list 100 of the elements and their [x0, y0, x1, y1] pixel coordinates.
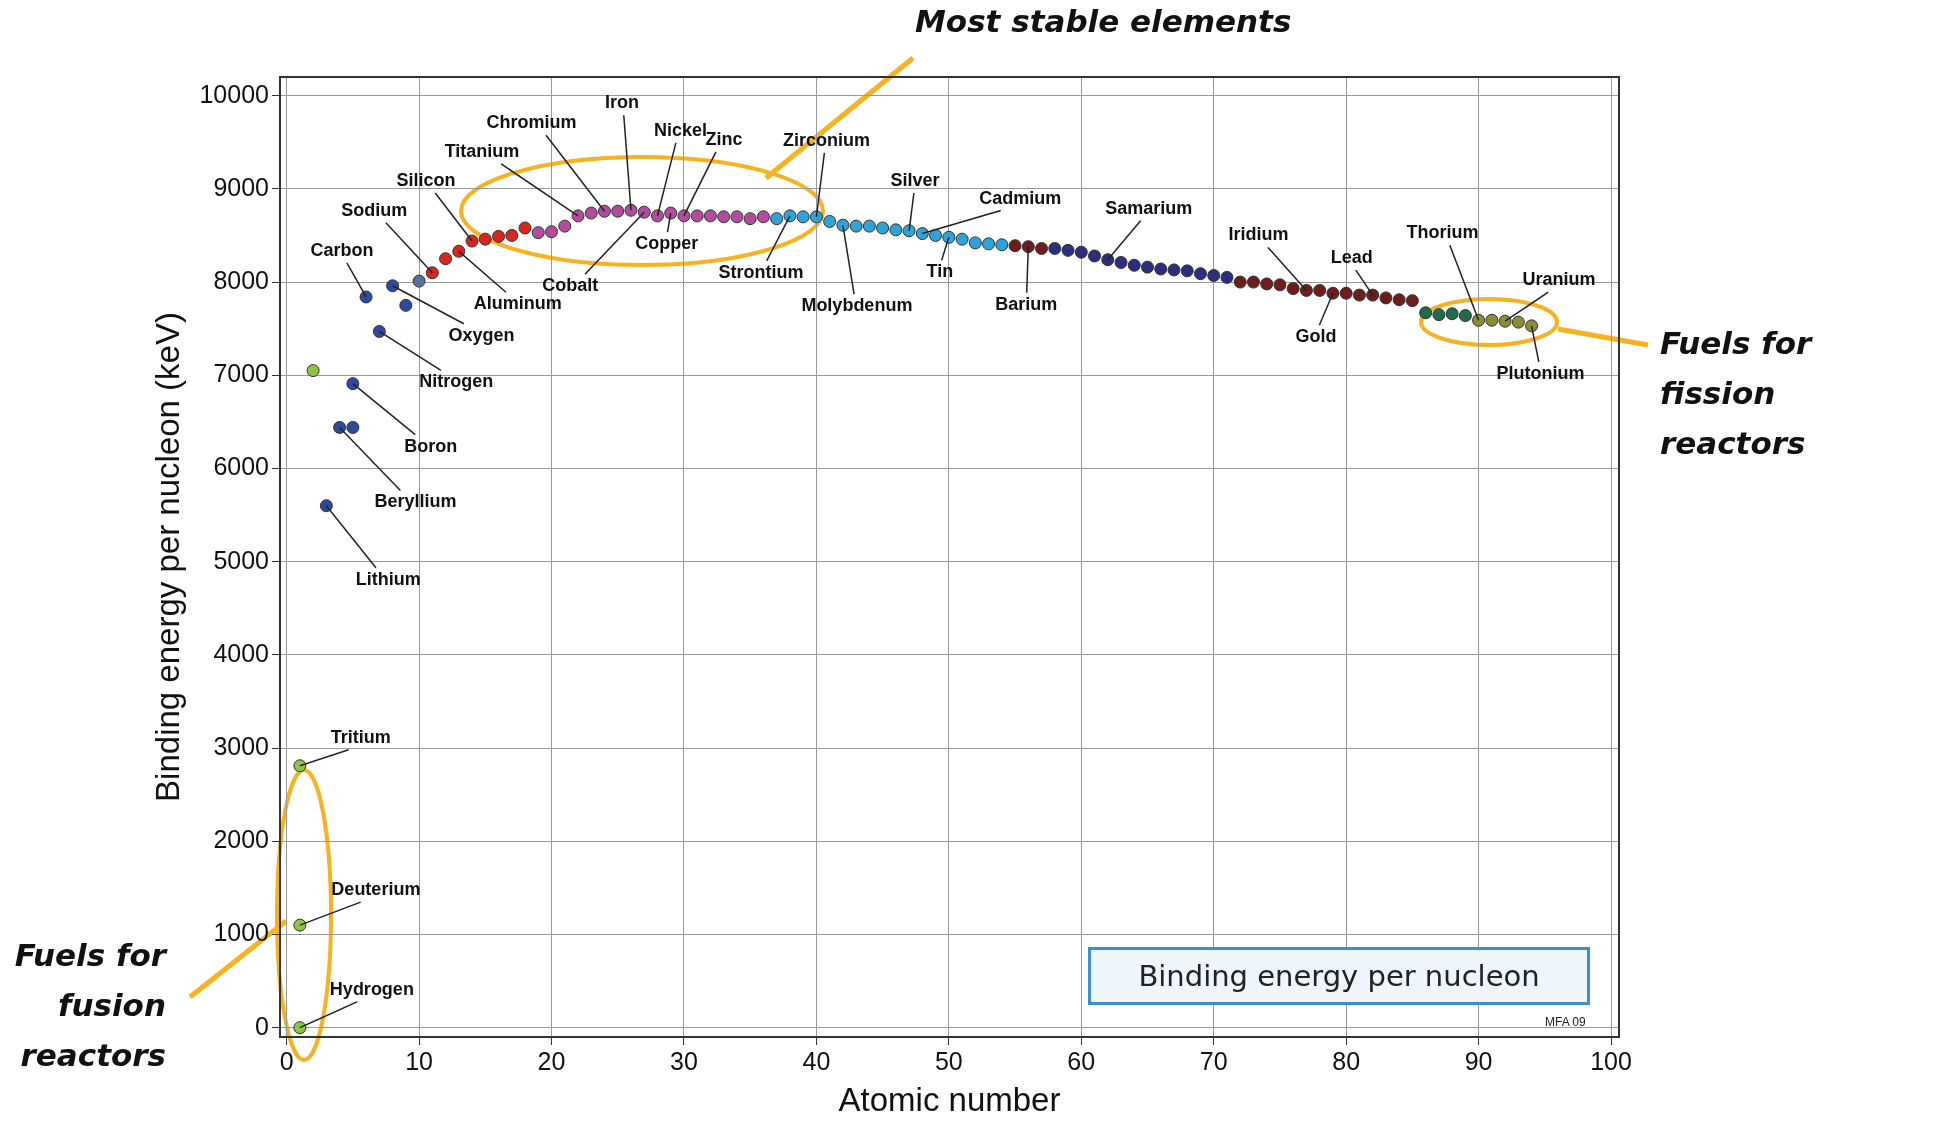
- point: [1074, 245, 1088, 259]
- point: [664, 206, 678, 220]
- annotation: Gold: [1295, 326, 1337, 347]
- point: [982, 237, 996, 251]
- point: [465, 234, 479, 248]
- point: [425, 266, 439, 280]
- point: [690, 209, 704, 223]
- point: [1193, 267, 1207, 281]
- point: [346, 377, 360, 391]
- point: [372, 324, 386, 338]
- point: [333, 420, 347, 434]
- point: [1167, 263, 1181, 277]
- point: [650, 209, 664, 223]
- annotation: Hydrogen: [329, 978, 414, 999]
- point: [1207, 269, 1221, 283]
- point: [1379, 291, 1393, 305]
- y-tick-label: 4000: [213, 638, 269, 667]
- point: [597, 204, 611, 218]
- point: [1405, 294, 1419, 308]
- point: [1392, 293, 1406, 307]
- point: [1233, 275, 1247, 289]
- point: [1485, 313, 1499, 327]
- point: [889, 223, 903, 237]
- x-tick-label: 60: [1067, 1046, 1096, 1075]
- y-tick-label: 7000: [213, 359, 269, 388]
- point: [862, 219, 876, 233]
- point: [1127, 258, 1141, 272]
- text: Fuels for fission reactors: [1660, 324, 1814, 463]
- annotation: Silicon: [396, 170, 456, 191]
- point: [783, 209, 797, 223]
- x-tick-label: 0: [279, 1046, 294, 1075]
- annotation: Boron: [404, 435, 458, 456]
- point: [1273, 278, 1287, 292]
- point: [637, 205, 651, 219]
- annotation: Lithium: [355, 568, 421, 589]
- annotation: Deuterium: [331, 879, 421, 900]
- point: [942, 230, 956, 244]
- annotation: Molybdenum: [801, 295, 913, 316]
- text: Most stable elements: [915, 2, 1292, 41]
- annotation: Nitrogen: [419, 371, 494, 392]
- point: [677, 209, 691, 223]
- point: [1352, 288, 1366, 302]
- point: [756, 210, 770, 224]
- x-tick-label: 10: [405, 1046, 433, 1075]
- point: [1286, 282, 1300, 296]
- point: [412, 274, 426, 288]
- point: [399, 298, 413, 312]
- point: [452, 244, 466, 258]
- y-tick-label: 3000: [213, 731, 269, 760]
- point: [902, 224, 916, 238]
- point: [558, 219, 572, 233]
- point: [1260, 277, 1274, 291]
- annotation: Tritium: [330, 726, 391, 747]
- point: [545, 225, 559, 239]
- point: [306, 364, 320, 378]
- point: [743, 212, 757, 226]
- y-tick-label: 6000: [213, 452, 269, 481]
- point: [1114, 255, 1128, 269]
- point: [439, 252, 453, 266]
- point: [1154, 262, 1168, 276]
- point: [1326, 286, 1340, 300]
- annotation: Titanium: [444, 140, 520, 161]
- y-tick-label: 10000: [199, 79, 269, 108]
- point: [770, 212, 784, 226]
- point: [1313, 283, 1327, 297]
- point: [1525, 319, 1539, 333]
- annotation: Silver: [890, 169, 940, 190]
- point: [730, 210, 744, 224]
- y-tick-label: 2000: [213, 825, 269, 854]
- annotation: Copper: [635, 233, 699, 254]
- annotation: Iron: [604, 92, 639, 113]
- point: [1088, 249, 1102, 263]
- annotation: MFA 09: [1545, 1015, 1586, 1029]
- point: [1472, 313, 1486, 327]
- annotation: Beryllium: [374, 491, 457, 512]
- point: [1498, 314, 1512, 328]
- point: [836, 218, 850, 232]
- point: [571, 209, 585, 223]
- y-tick-label: 9000: [213, 172, 269, 201]
- point: [492, 229, 506, 243]
- annotation: Strontium: [718, 261, 804, 282]
- annotation: Nickel: [653, 119, 707, 140]
- point: [915, 227, 929, 241]
- y-tick-label: 5000: [213, 545, 269, 574]
- point: [1008, 239, 1022, 253]
- annotation: Carbon: [310, 239, 374, 260]
- point: [703, 209, 717, 223]
- x-tick-label: 50: [934, 1046, 963, 1075]
- point: [611, 204, 625, 218]
- point: [1180, 264, 1194, 278]
- point: [359, 290, 373, 304]
- annotation: Plutonium: [1496, 362, 1585, 383]
- y-tick-label: 8000: [213, 265, 269, 294]
- point: [293, 1021, 307, 1035]
- point: [1432, 308, 1446, 322]
- annotation: Barium: [995, 293, 1058, 314]
- annotation: Thorium: [1406, 222, 1479, 243]
- y-tick-label: 1000: [213, 918, 269, 947]
- x-tick-label: 40: [802, 1046, 831, 1075]
- point: [1445, 307, 1459, 321]
